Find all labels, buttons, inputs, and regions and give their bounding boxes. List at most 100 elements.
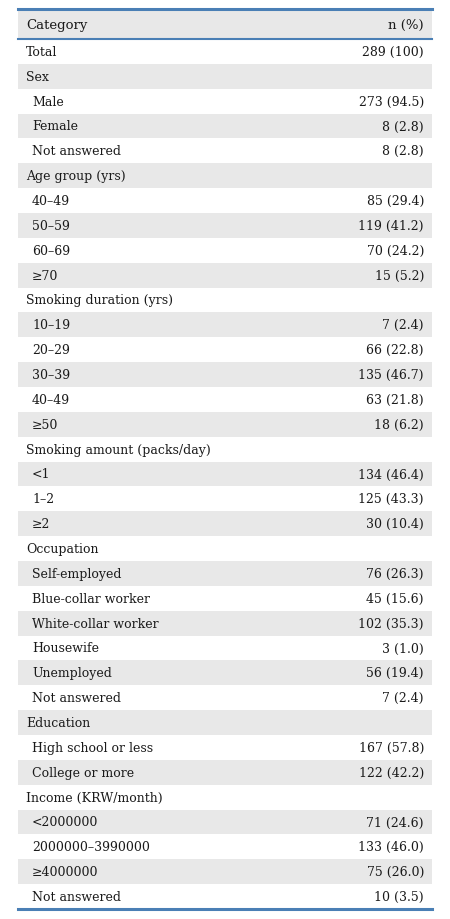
- Bar: [18, 686, 432, 710]
- Text: 7 (2.4): 7 (2.4): [382, 319, 424, 332]
- Text: 8 (2.8): 8 (2.8): [382, 120, 424, 133]
- Text: 273 (94.5): 273 (94.5): [359, 96, 424, 108]
- Text: ≥70: ≥70: [32, 269, 58, 282]
- Text: Not answered: Not answered: [32, 145, 121, 158]
- Text: <1: <1: [32, 468, 50, 481]
- Bar: [18, 338, 432, 363]
- Bar: [18, 884, 432, 909]
- Text: 56 (19.4): 56 (19.4): [366, 666, 424, 680]
- Bar: [18, 462, 432, 487]
- Text: ≥50: ≥50: [32, 418, 58, 431]
- Bar: [18, 710, 432, 735]
- Text: 122 (42.2): 122 (42.2): [359, 766, 424, 779]
- Bar: [18, 214, 432, 239]
- Text: 134 (46.4): 134 (46.4): [358, 468, 424, 481]
- Bar: [18, 388, 432, 413]
- Bar: [18, 437, 432, 462]
- Bar: [18, 735, 432, 760]
- Bar: [18, 140, 432, 165]
- Bar: [18, 785, 432, 810]
- Bar: [18, 165, 432, 189]
- Bar: [18, 537, 432, 562]
- Text: Occupation: Occupation: [26, 542, 99, 555]
- Text: Female: Female: [32, 120, 78, 133]
- Text: Sex: Sex: [26, 71, 49, 84]
- Text: Self-employed: Self-employed: [32, 567, 122, 580]
- Text: White-collar worker: White-collar worker: [32, 617, 158, 630]
- Text: 60–69: 60–69: [32, 244, 70, 257]
- Bar: [18, 586, 432, 611]
- Text: Age group (yrs): Age group (yrs): [26, 170, 126, 183]
- Text: 45 (15.6): 45 (15.6): [366, 592, 424, 605]
- Text: 30 (10.4): 30 (10.4): [366, 517, 424, 530]
- Bar: [18, 64, 432, 90]
- Text: 3 (1.0): 3 (1.0): [382, 641, 424, 655]
- Bar: [18, 40, 432, 64]
- Text: Income (KRW/month): Income (KRW/month): [26, 790, 162, 804]
- Text: Unemployed: Unemployed: [32, 666, 112, 680]
- Text: Not answered: Not answered: [32, 691, 121, 705]
- Text: Male: Male: [32, 96, 64, 108]
- Text: 63 (21.8): 63 (21.8): [366, 393, 424, 406]
- Text: 70 (24.2): 70 (24.2): [367, 244, 424, 257]
- Bar: [18, 239, 432, 264]
- Bar: [18, 661, 432, 686]
- Bar: [18, 834, 432, 859]
- Bar: [18, 512, 432, 537]
- Text: 85 (29.4): 85 (29.4): [367, 195, 424, 208]
- Text: 8 (2.8): 8 (2.8): [382, 145, 424, 158]
- Bar: [18, 760, 432, 785]
- Text: 167 (57.8): 167 (57.8): [359, 741, 424, 754]
- Bar: [18, 10, 432, 40]
- Text: 119 (41.2): 119 (41.2): [359, 220, 424, 233]
- Text: Smoking amount (packs/day): Smoking amount (packs/day): [26, 443, 211, 456]
- Text: 135 (46.7): 135 (46.7): [359, 369, 424, 381]
- Text: Total: Total: [26, 46, 58, 59]
- Text: 40–49: 40–49: [32, 195, 70, 208]
- Bar: [18, 363, 432, 388]
- Text: 66 (22.8): 66 (22.8): [366, 344, 424, 357]
- Text: 102 (35.3): 102 (35.3): [359, 617, 424, 630]
- Text: 289 (100): 289 (100): [362, 46, 424, 59]
- Text: <2000000: <2000000: [32, 816, 99, 829]
- Text: 30–39: 30–39: [32, 369, 70, 381]
- Text: ≥2: ≥2: [32, 517, 50, 530]
- Text: 10 (3.5): 10 (3.5): [374, 891, 424, 903]
- Text: 75 (26.0): 75 (26.0): [367, 866, 424, 879]
- Text: Education: Education: [26, 716, 90, 730]
- Text: n (%): n (%): [388, 18, 424, 31]
- Bar: [18, 562, 432, 586]
- Text: 1–2: 1–2: [32, 493, 54, 505]
- Text: Blue-collar worker: Blue-collar worker: [32, 592, 150, 605]
- Text: Category: Category: [26, 18, 87, 31]
- Bar: [18, 189, 432, 214]
- Text: 15 (5.2): 15 (5.2): [374, 269, 424, 282]
- Text: Not answered: Not answered: [32, 891, 121, 903]
- Bar: [18, 90, 432, 115]
- Bar: [18, 115, 432, 140]
- Text: 7 (2.4): 7 (2.4): [382, 691, 424, 705]
- Text: 76 (26.3): 76 (26.3): [366, 567, 424, 580]
- Bar: [18, 413, 432, 437]
- Text: 133 (46.0): 133 (46.0): [358, 841, 424, 854]
- Bar: [18, 810, 432, 834]
- Text: 10–19: 10–19: [32, 319, 70, 332]
- Bar: [18, 611, 432, 636]
- Bar: [18, 859, 432, 884]
- Text: Smoking duration (yrs): Smoking duration (yrs): [26, 294, 173, 307]
- Bar: [18, 313, 432, 338]
- Text: College or more: College or more: [32, 766, 134, 779]
- Text: 20–29: 20–29: [32, 344, 70, 357]
- Bar: [18, 487, 432, 512]
- Bar: [18, 289, 432, 313]
- Text: 71 (24.6): 71 (24.6): [366, 816, 424, 829]
- Text: 40–49: 40–49: [32, 393, 70, 406]
- Bar: [18, 636, 432, 661]
- Text: 2000000–3990000: 2000000–3990000: [32, 841, 150, 854]
- Text: 125 (43.3): 125 (43.3): [359, 493, 424, 505]
- Text: 18 (6.2): 18 (6.2): [374, 418, 424, 431]
- Text: 50–59: 50–59: [32, 220, 70, 233]
- Bar: [18, 264, 432, 289]
- Text: ≥4000000: ≥4000000: [32, 866, 99, 879]
- Text: Housewife: Housewife: [32, 641, 99, 655]
